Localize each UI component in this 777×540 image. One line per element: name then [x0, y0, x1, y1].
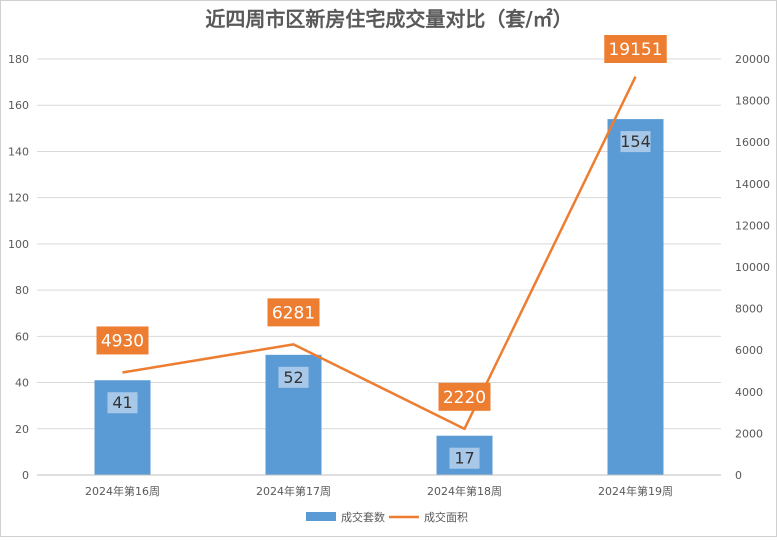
- right-tick-label: 16000: [735, 136, 770, 149]
- line-series: 4930 6281 2220 19151: [96, 35, 667, 431]
- x-tick-label: 2024年第19周: [598, 484, 673, 498]
- line-data-label: 6281: [272, 303, 315, 323]
- right-tick-label: 4000: [735, 386, 763, 399]
- left-tick-label: 160: [8, 99, 29, 112]
- gridlines: [37, 58, 721, 430]
- line-data-label-bg: [267, 298, 320, 327]
- left-tick-label: 40: [15, 377, 29, 390]
- left-axis: 0 20 40 60 80 100 120 140 160 180: [8, 53, 29, 482]
- x-tick-label: 2024年第17周: [256, 484, 331, 498]
- bar-data-label-bg: [620, 131, 651, 153]
- bar-data-label: 17: [454, 449, 474, 468]
- line-data-label-bg: [438, 382, 491, 411]
- x-tick-label: 2024年第18周: [427, 484, 502, 498]
- line-data-label: 4930: [101, 331, 144, 351]
- line-data-label-bg: [604, 35, 667, 63]
- line-data-label-bg: [96, 326, 149, 355]
- right-tick-label: 10000: [735, 261, 770, 274]
- chart-title: 近四周市区新房住宅成交量对比（套/㎡）: [205, 7, 572, 31]
- bar: [607, 119, 664, 475]
- right-tick-label: 20000: [735, 53, 770, 66]
- right-tick-label: 8000: [735, 303, 763, 316]
- right-tick-label: 12000: [735, 219, 770, 232]
- right-tick-label: 6000: [735, 344, 763, 357]
- right-tick-label: 0: [735, 469, 742, 482]
- left-tick-label: 180: [8, 53, 29, 66]
- bar-data-label-bg: [107, 392, 138, 414]
- x-tick-label: 2024年第16周: [85, 484, 160, 498]
- legend: 成交套数 成交面积: [306, 510, 468, 524]
- bar-data-label-bg: [278, 366, 309, 388]
- left-tick-label: 20: [15, 423, 29, 436]
- right-tick-label: 14000: [735, 178, 770, 191]
- x-axis: 2024年第16周 2024年第17周 2024年第18周 2024年第19周: [37, 474, 721, 498]
- legend-label: 成交面积: [424, 510, 468, 524]
- right-tick-label: 18000: [735, 95, 770, 108]
- legend-label: 成交套数: [341, 510, 385, 524]
- right-axis: 0 2000 4000 6000 8000 10000 12000 14000 16000 180…: [735, 53, 770, 482]
- left-tick-label: 60: [15, 330, 29, 343]
- left-tick-label: 100: [8, 238, 29, 251]
- bar-data-label: 52: [283, 368, 303, 387]
- line-path: [122, 76, 637, 431]
- left-tick-label: 80: [15, 284, 29, 297]
- right-tick-label: 2000: [735, 427, 763, 440]
- left-tick-label: 0: [22, 469, 29, 482]
- line-data-label: 2220: [443, 388, 486, 408]
- bar-series: 41 52 17 154: [94, 119, 664, 475]
- left-tick-label: 140: [8, 145, 29, 158]
- bar-data-label-bg: [449, 447, 480, 469]
- left-tick-label: 120: [8, 192, 29, 205]
- bar-data-label: 41: [112, 393, 132, 412]
- bar-data-label: 154: [620, 132, 651, 151]
- legend-swatch-bar: [306, 512, 336, 521]
- line-data-label: 19151: [608, 40, 662, 60]
